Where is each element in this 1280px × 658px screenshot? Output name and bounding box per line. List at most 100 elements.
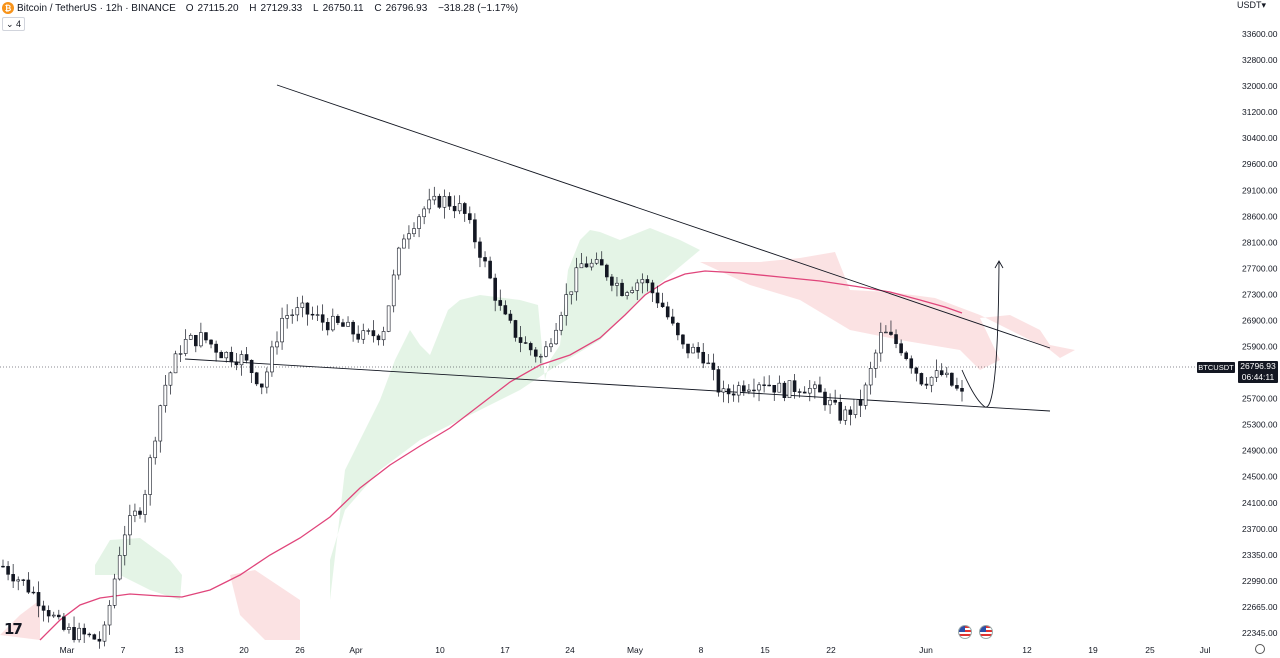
tradingview-logo: 17 [4, 620, 23, 638]
currency-selector[interactable]: USDT▾ [1236, 0, 1266, 10]
candle-body [711, 362, 716, 370]
candle-body [960, 388, 964, 392]
candle-body [726, 388, 731, 395]
candle-body [417, 216, 421, 229]
candle-body [452, 205, 457, 212]
candle-body [777, 382, 782, 393]
candle-body [209, 339, 213, 345]
candle-body [285, 315, 289, 319]
ichimoku-cloud-bearish [0, 600, 40, 640]
ohlc-values: O 27115.20 H 27129.33 L 26750.11 C 26796.93 … [185, 2, 519, 14]
candle-body [21, 579, 26, 581]
candle-body [168, 372, 173, 386]
candle-body [929, 376, 934, 386]
candle-body [696, 346, 700, 353]
candle-body [630, 290, 634, 293]
time-tick-label: 25 [1145, 645, 1155, 655]
candle-body [797, 391, 802, 393]
time-tick-label: Jun [919, 645, 933, 655]
candle-body [665, 306, 670, 318]
candle-body [676, 322, 680, 336]
candle-body [554, 329, 558, 345]
candle-body [868, 368, 873, 386]
candle-body [244, 354, 249, 361]
candle-body [924, 383, 929, 386]
candle-body [742, 385, 746, 392]
candle-body [544, 346, 548, 357]
settings-icon[interactable] [1255, 644, 1265, 654]
candle-body [46, 610, 51, 617]
time-tick-label: Apr [349, 645, 362, 655]
chevron-down-icon: ⌄ [6, 18, 17, 29]
candle-body [128, 515, 132, 536]
candle-body [772, 385, 777, 393]
candle-body [513, 320, 518, 338]
candle-body [57, 614, 61, 618]
candle-body [447, 196, 452, 207]
candle-body [107, 605, 112, 626]
candle-body [11, 574, 15, 582]
candle-body [153, 440, 158, 459]
bitcoin-icon: ₿ [2, 2, 14, 14]
candle-body [320, 314, 325, 323]
us-flag-event-icon[interactable] [958, 625, 972, 639]
price-tick-label: 32800.00 [1242, 55, 1278, 65]
candle-body [813, 384, 817, 389]
candle-body [275, 341, 279, 348]
candle-body [731, 393, 736, 396]
price-axis: 33600.00 32800.00 32000.00 31200.00 30400.00… [1242, 29, 1278, 638]
ichimoku-cloud-bullish [95, 538, 182, 600]
candle-body [371, 330, 376, 337]
current-price-value: 26796.93 [1240, 361, 1276, 371]
candle-body [767, 384, 771, 387]
time-tick-label: 7 [121, 645, 126, 655]
candle-body [102, 624, 107, 642]
candle-body [919, 373, 924, 385]
indicators-collapse-button[interactable]: ⌄ 4 [2, 17, 26, 31]
price-tick-label: 28600.00 [1242, 211, 1278, 221]
candle-body [848, 409, 853, 415]
candle-body [265, 371, 269, 388]
candle-body [574, 267, 579, 293]
candle-body [51, 614, 56, 617]
candle-body [752, 389, 756, 392]
price-tick-label: 23350.00 [1242, 550, 1278, 560]
symbol-badge: BTCUSDT [1197, 362, 1235, 373]
candle-body [26, 579, 31, 593]
time-tick-label: 19 [1088, 645, 1098, 655]
candle-body [280, 317, 284, 343]
candle-body [82, 627, 86, 635]
time-tick-label: 8 [699, 645, 704, 655]
time-tick-label: Jul [1200, 645, 1211, 655]
candle-body [539, 355, 543, 358]
time-tick-label: 12 [1022, 645, 1032, 655]
candle-body [462, 203, 467, 214]
candle-body [72, 627, 76, 641]
candle-body [716, 369, 721, 393]
candle-body [234, 361, 239, 366]
candle-body [594, 259, 599, 264]
candle-body [346, 321, 350, 327]
price-tick-label: 29600.00 [1242, 159, 1278, 169]
candle-body [650, 282, 655, 294]
candle-body [944, 372, 949, 375]
candle-body [640, 279, 645, 284]
candle-body [655, 292, 660, 304]
price-tick-label: 24900.00 [1242, 446, 1278, 456]
candle-body [955, 385, 959, 389]
time-tick-label: May [627, 645, 644, 655]
candle-body [300, 302, 305, 308]
price-tick-label: 25700.00 [1242, 394, 1278, 404]
candle-body [204, 332, 208, 341]
candle-body [681, 334, 685, 345]
candle-body [635, 282, 640, 291]
candle-body [214, 343, 218, 353]
candle-body [315, 314, 320, 316]
symbol-title[interactable]: Bitcoin / TetherUS · 12h · BINANCE [17, 2, 176, 14]
us-flag-event-icon[interactable] [979, 625, 993, 639]
candle-body [660, 302, 665, 308]
candle-body [432, 195, 437, 201]
candle-body [199, 332, 203, 347]
candle-body [87, 633, 92, 636]
